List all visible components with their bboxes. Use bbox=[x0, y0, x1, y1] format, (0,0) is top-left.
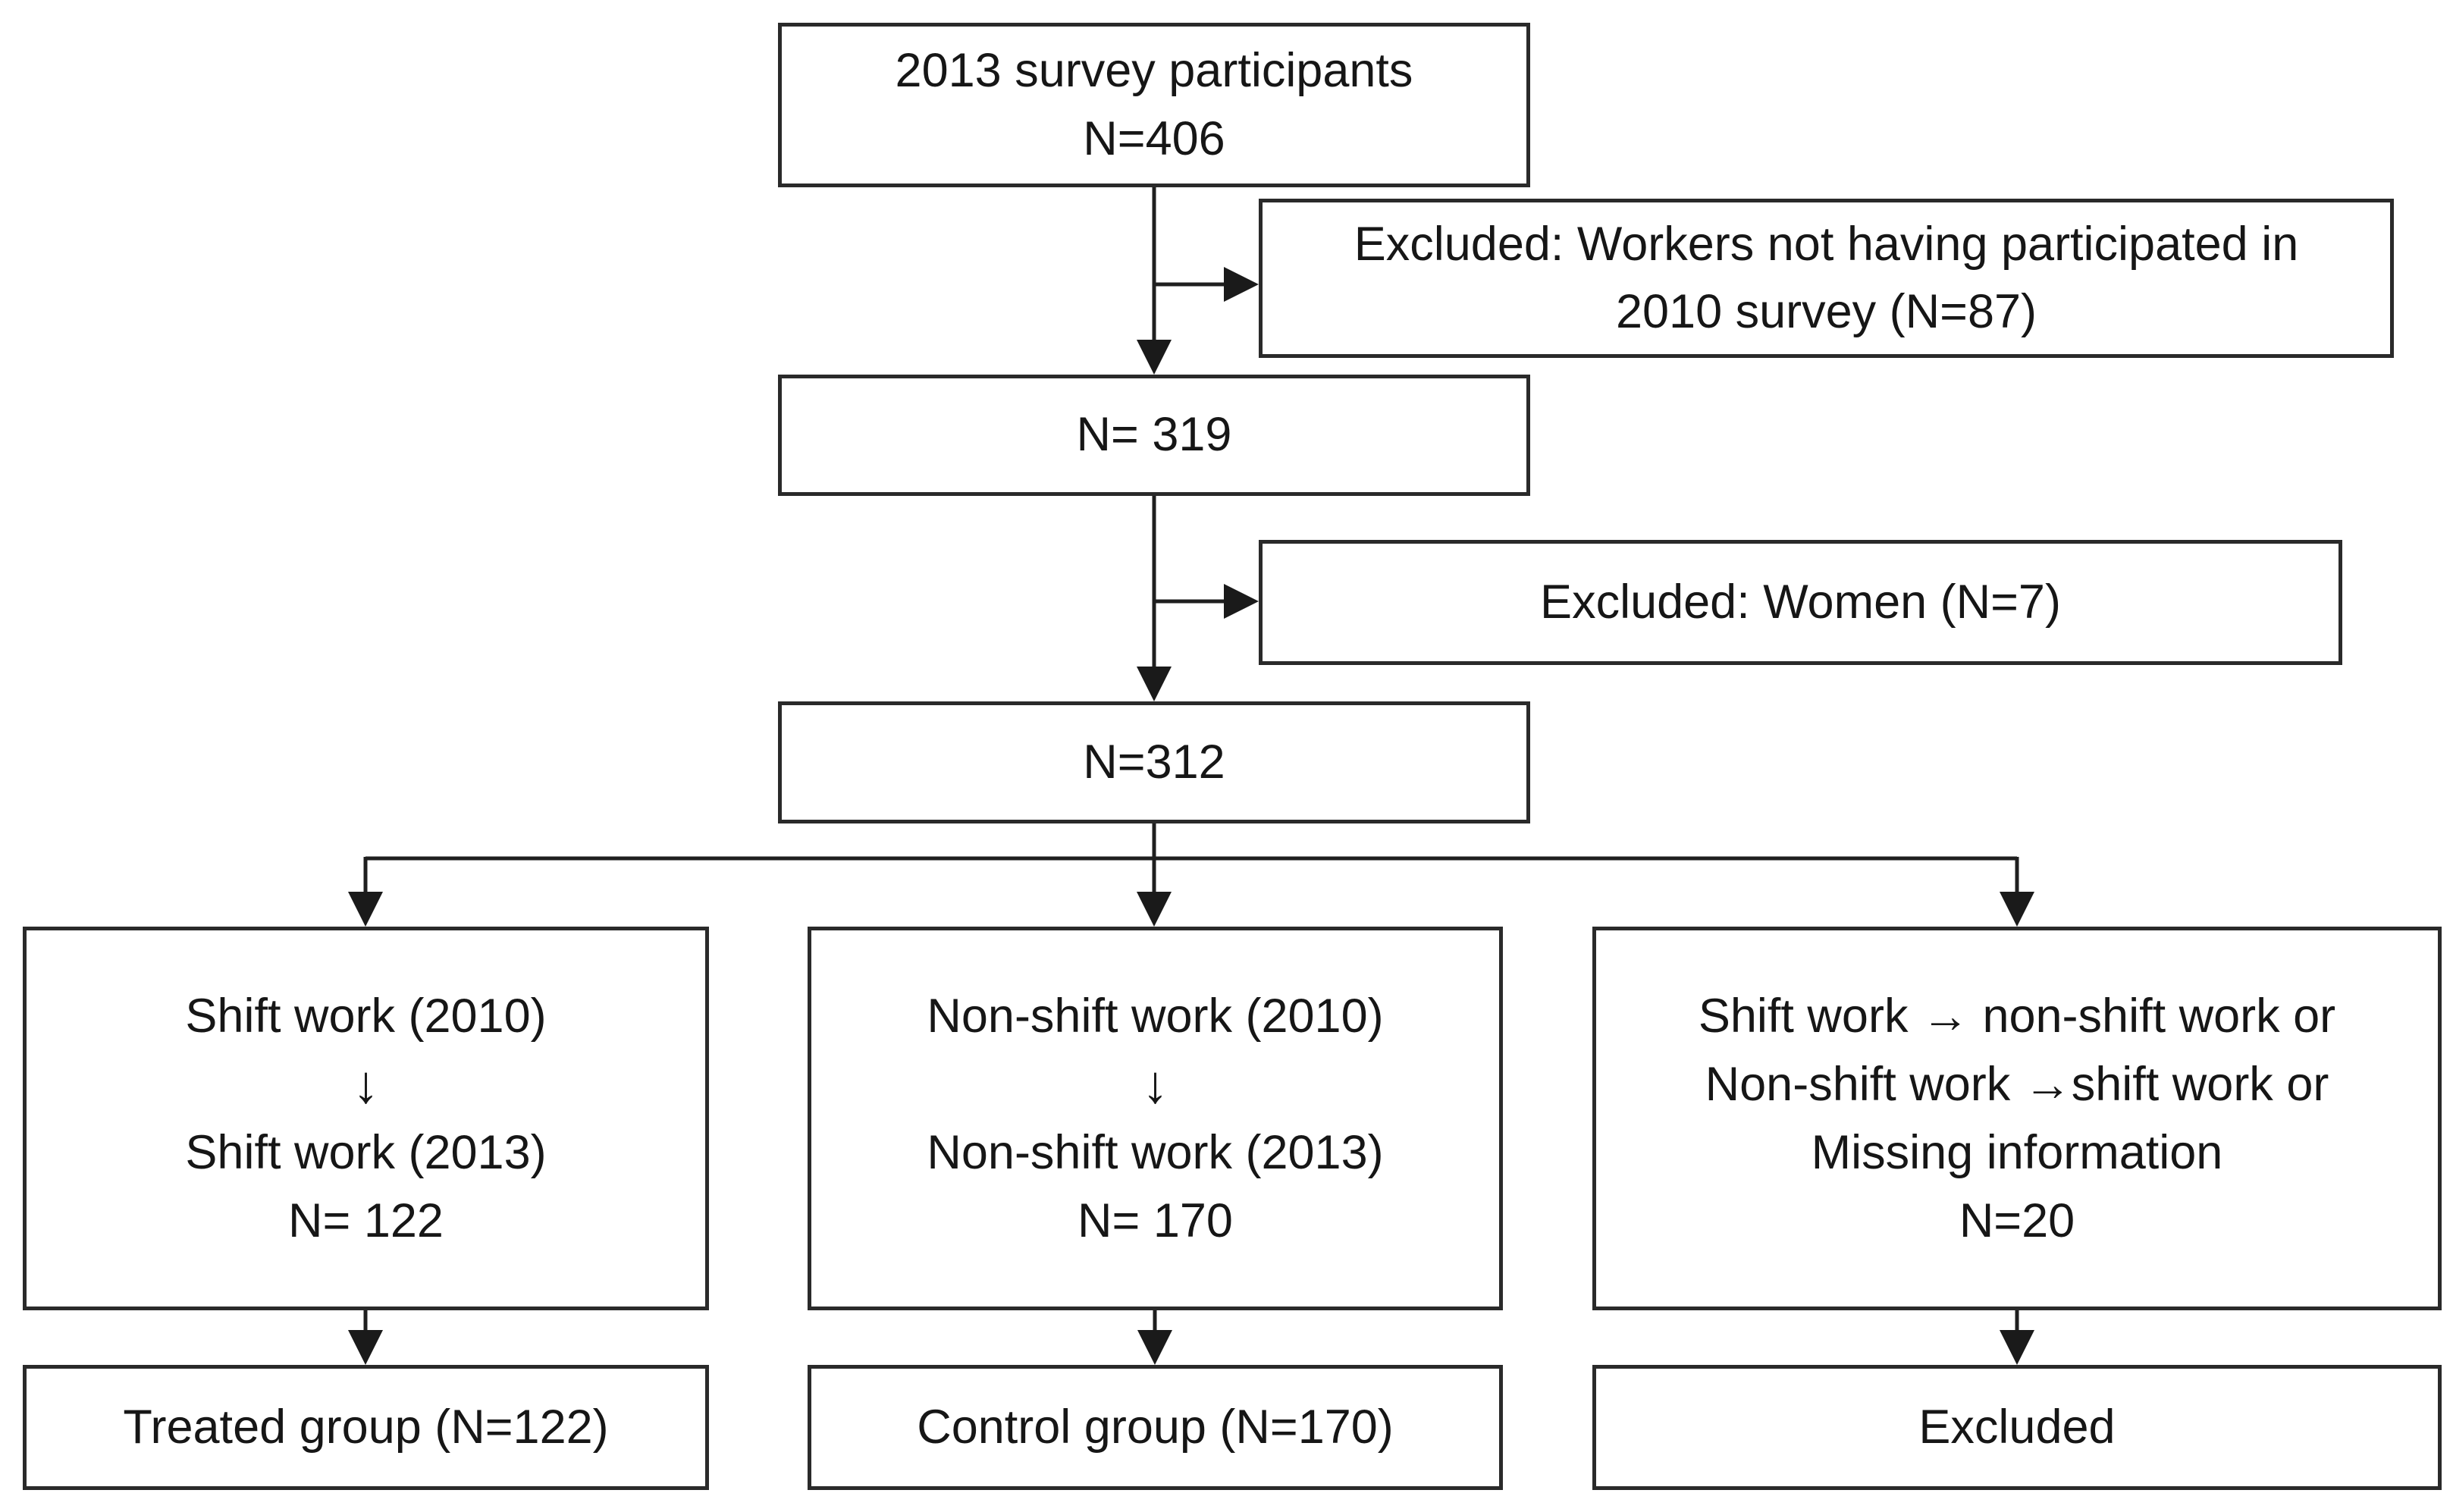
box-text-line: Non-shift work (2013) bbox=[927, 1126, 1384, 1179]
box-text-line: Shift work → non-shift work or bbox=[1698, 990, 2336, 1043]
box-text-line: N= 170 bbox=[1078, 1194, 1233, 1247]
box-text-line: Non-shift work →shift work or bbox=[1705, 1058, 2329, 1111]
arrowhead-right-excluded-2010 bbox=[1224, 267, 1259, 302]
down-arrow-glyph: ↓ bbox=[1142, 1055, 1168, 1114]
box-text-line: Excluded: Workers not having participate… bbox=[1354, 217, 2299, 271]
box-text-line: Shift work (2013) bbox=[185, 1126, 547, 1179]
box-text-line: N= 319 bbox=[1076, 408, 1232, 462]
box-text-line: Excluded bbox=[1918, 1400, 2116, 1454]
box-text-line: 2010 survey (N=87) bbox=[1615, 285, 2037, 338]
box-text-line: Non-shift work (2010) bbox=[927, 990, 1384, 1043]
box-text-line: N= 122 bbox=[288, 1194, 444, 1247]
box-text-line: Excluded: Women (N=7) bbox=[1540, 575, 2061, 629]
box-text-line: 2013 survey participants bbox=[895, 44, 1413, 98]
arrowhead-down-change-box bbox=[2000, 892, 2034, 927]
box-text-line: Missing information bbox=[1811, 1126, 2223, 1179]
box-text-line: N=406 bbox=[1083, 111, 1225, 165]
box-2013-survey-participants: 2013 survey participants N=406 bbox=[778, 23, 1530, 187]
arrowhead-down-nonshift-box bbox=[1137, 892, 1172, 927]
arrowhead-down-n312 bbox=[1137, 667, 1172, 701]
box-shift-status-changed: Shift work → non-shift work or Non-shift… bbox=[1592, 927, 2442, 1310]
arrowhead-down-n319 bbox=[1137, 340, 1172, 375]
box-text-line: N=312 bbox=[1083, 735, 1225, 789]
arrowhead-down-treated bbox=[348, 1330, 383, 1365]
arrowhead-down-excluded-final bbox=[2000, 1330, 2034, 1365]
box-text-line: Control group (N=170) bbox=[917, 1400, 1394, 1454]
box-shift-work-group: Shift work (2010) ↓ Shift work (2013) N=… bbox=[23, 927, 709, 1310]
box-excluded-final: Excluded bbox=[1592, 1365, 2442, 1490]
down-arrow-glyph: ↓ bbox=[353, 1055, 379, 1114]
box-text-line: N=20 bbox=[1959, 1194, 2075, 1247]
arrowhead-right-excluded-women bbox=[1224, 584, 1259, 619]
box-n312: N=312 bbox=[778, 701, 1530, 823]
box-excluded-no-2010-survey: Excluded: Workers not having participate… bbox=[1259, 199, 2394, 358]
arrowhead-down-shift-box bbox=[348, 892, 383, 927]
box-n319: N= 319 bbox=[778, 375, 1530, 496]
box-text-line: Shift work (2010) bbox=[185, 990, 547, 1043]
box-treated-group: Treated group (N=122) bbox=[23, 1365, 709, 1490]
box-text-line: Treated group (N=122) bbox=[123, 1400, 609, 1454]
box-non-shift-work-group: Non-shift work (2010) ↓ Non-shift work (… bbox=[808, 927, 1503, 1310]
box-control-group: Control group (N=170) bbox=[808, 1365, 1503, 1490]
box-excluded-women: Excluded: Women (N=7) bbox=[1259, 540, 2342, 665]
arrowhead-down-control bbox=[1137, 1330, 1172, 1365]
